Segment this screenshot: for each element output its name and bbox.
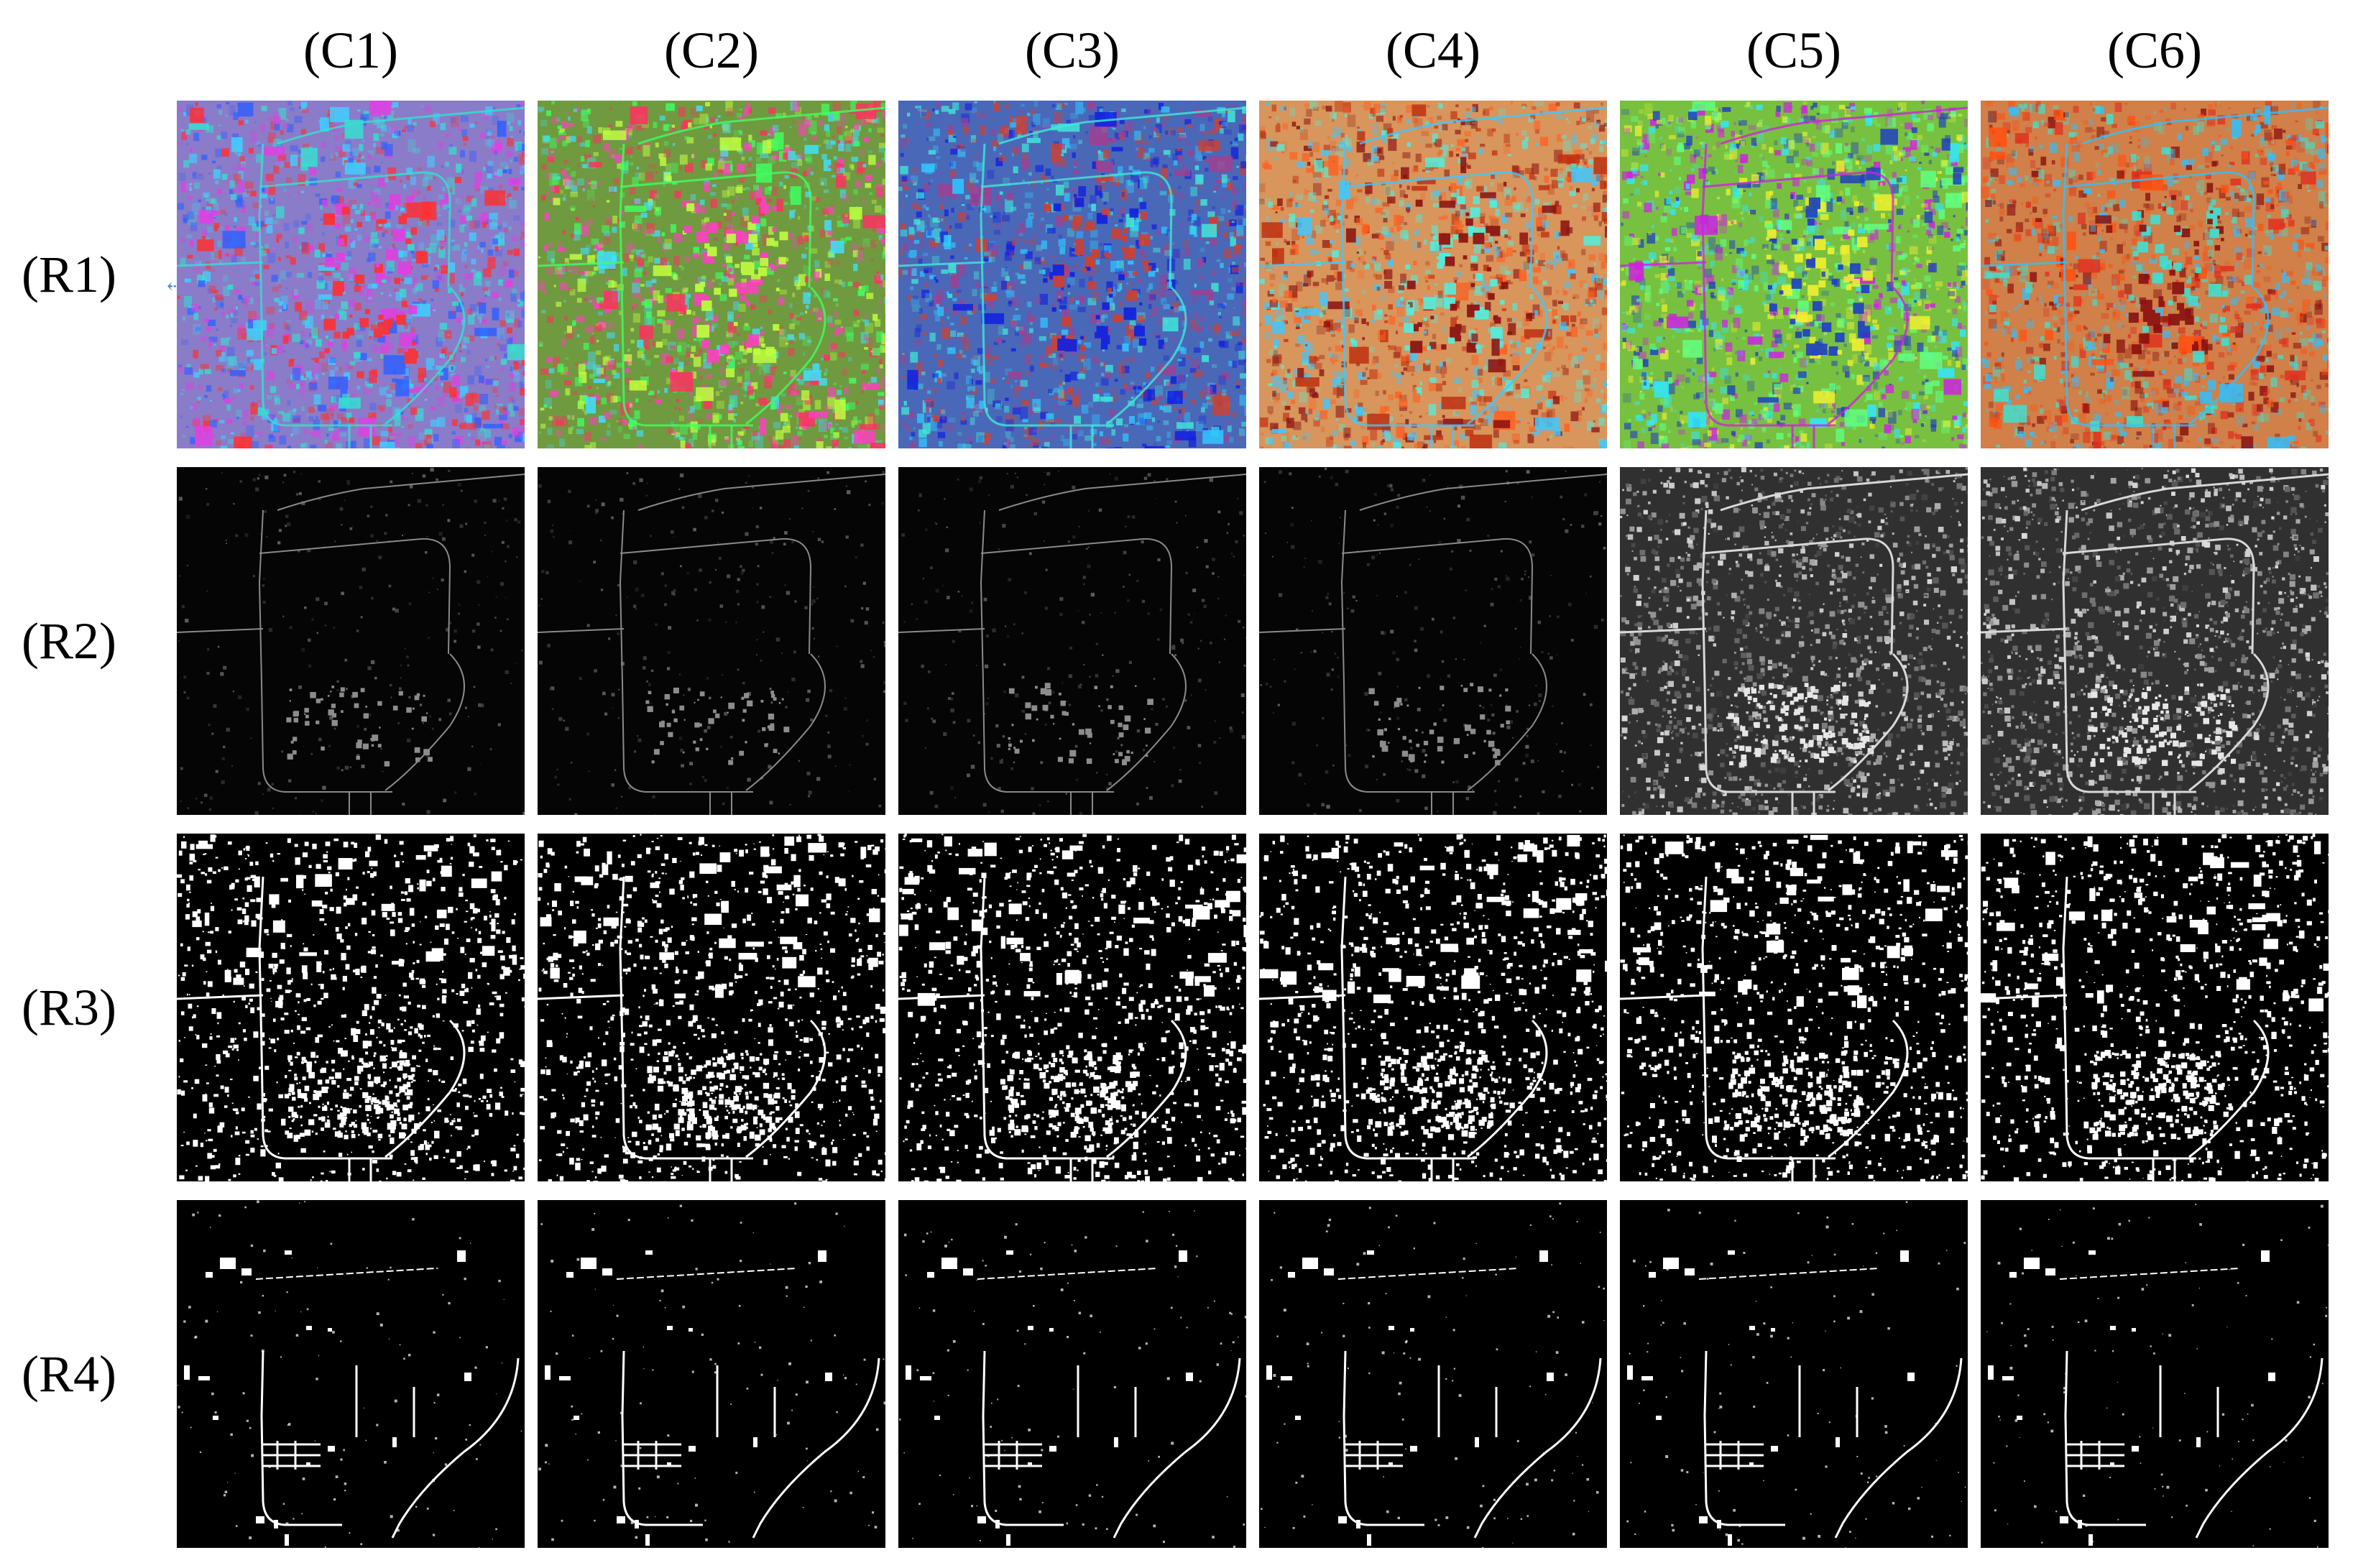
image-panel (898, 834, 1246, 1181)
image-panel (1259, 834, 1607, 1181)
image-panel (1620, 467, 1968, 815)
image-panel (898, 467, 1246, 815)
image-panel (1259, 467, 1607, 815)
image-panel (1259, 1200, 1607, 1548)
map-image (177, 467, 525, 815)
image-panel (538, 101, 885, 448)
map-image (538, 467, 885, 815)
map-image (1620, 1200, 1968, 1548)
map-image (898, 467, 1246, 815)
map-image (1259, 467, 1607, 815)
map-image (898, 1200, 1246, 1548)
map-image (1620, 467, 1968, 815)
row-label: (R1) (22, 239, 144, 310)
map-image (1981, 101, 2329, 448)
map-image (1981, 1200, 2329, 1548)
image-panel (177, 467, 525, 815)
map-image (177, 1200, 525, 1548)
image-panel (1259, 101, 1607, 448)
image-panel (898, 101, 1246, 448)
map-image (1259, 1200, 1607, 1548)
map-image (177, 101, 525, 448)
image-panel (1620, 1200, 1968, 1548)
map-image (1620, 834, 1968, 1181)
map-image (177, 834, 525, 1181)
row-label: (R2) (22, 605, 144, 677)
map-image (1259, 101, 1607, 448)
image-panel (177, 101, 525, 448)
map-image (898, 834, 1246, 1181)
column-label: (C1) (177, 14, 525, 86)
image-panel (1620, 834, 1968, 1181)
image-panel (1981, 834, 2329, 1181)
map-image (1981, 834, 2329, 1181)
column-label: (C3) (898, 14, 1246, 86)
map-image (538, 101, 885, 448)
map-image (1620, 101, 1968, 448)
map-image (898, 101, 1246, 448)
image-panel (1981, 101, 2329, 448)
image-panel (898, 1200, 1246, 1548)
row-label: (R3) (22, 972, 144, 1043)
image-panel (538, 467, 885, 815)
image-panel (177, 1200, 525, 1548)
column-label: (C6) (1981, 14, 2329, 86)
map-image (1259, 834, 1607, 1181)
row-label: (R4) (22, 1338, 144, 1410)
image-panel (1981, 1200, 2329, 1548)
map-image (1981, 467, 2329, 815)
image-panel (177, 834, 525, 1181)
image-panel (1620, 101, 1968, 448)
image-panel (1981, 467, 2329, 815)
map-image (538, 834, 885, 1181)
column-label: (C5) (1620, 14, 1968, 86)
map-image (538, 1200, 885, 1548)
column-label: (C4) (1259, 14, 1607, 86)
image-panel (538, 1200, 885, 1548)
image-panel (538, 834, 885, 1181)
column-label: (C2) (538, 14, 885, 86)
